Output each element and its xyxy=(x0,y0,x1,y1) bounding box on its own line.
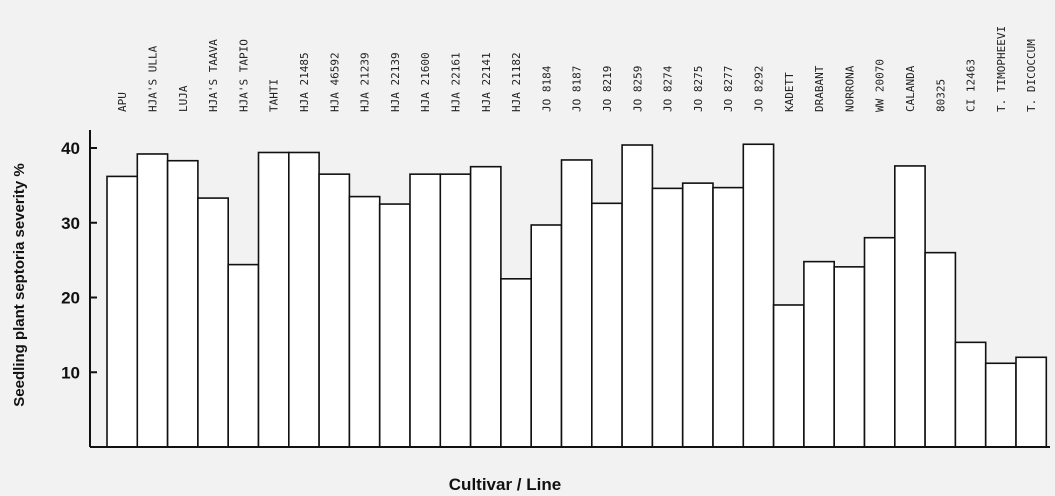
bar xyxy=(893,165,926,448)
category-label: WW 20070 xyxy=(874,59,887,112)
category-label: 80325 xyxy=(934,79,947,112)
bars-group xyxy=(106,143,1048,448)
bar xyxy=(984,362,1017,448)
category-label: HJA 21239 xyxy=(359,52,372,112)
bar xyxy=(954,341,987,448)
bar xyxy=(621,144,654,448)
category-label: HJA'S TAPIO xyxy=(237,39,250,112)
bar xyxy=(560,159,593,448)
category-label: HJA'S TAAVA xyxy=(207,39,220,112)
category-label: JO 8274 xyxy=(662,65,675,112)
category-label: JO 8259 xyxy=(631,66,644,112)
category-label: HJA 22139 xyxy=(389,52,402,112)
y-tick-label: 10 xyxy=(61,363,80,382)
bar xyxy=(227,263,260,448)
bar xyxy=(863,236,896,448)
bar xyxy=(924,251,957,448)
y-tick-label: 30 xyxy=(61,214,80,233)
bar xyxy=(833,266,866,448)
category-label: T. TIMOPHEEVI xyxy=(995,26,1008,112)
bar xyxy=(742,143,775,448)
bar xyxy=(136,153,169,448)
bar xyxy=(409,173,442,448)
bar xyxy=(166,159,199,448)
category-label: KADETT xyxy=(783,72,796,112)
category-label: LUJA xyxy=(177,85,190,112)
category-label: HJA 21182 xyxy=(510,52,523,112)
bar xyxy=(469,165,502,448)
category-label: HJA 22141 xyxy=(480,52,493,112)
bar xyxy=(500,278,532,448)
y-tick-label: 40 xyxy=(61,139,80,158)
category-label: HJA'S ULLA xyxy=(146,45,159,112)
category-label: JO 8184 xyxy=(540,65,553,112)
category-label: NORRONA xyxy=(843,65,856,112)
y-tick-label: 20 xyxy=(61,289,80,308)
bar xyxy=(1015,356,1048,448)
category-label: HJA 46592 xyxy=(328,52,341,112)
bar xyxy=(318,173,351,448)
x-axis-label: Cultivar / Line xyxy=(449,475,561,494)
bar xyxy=(681,182,714,448)
bar xyxy=(106,175,139,448)
category-label: JO 8219 xyxy=(601,66,614,112)
bar xyxy=(803,260,836,448)
category-label: CI 12463 xyxy=(965,59,978,112)
category-label: HJA 21485 xyxy=(298,52,311,112)
bar xyxy=(651,187,684,448)
bar xyxy=(772,304,805,448)
category-label: JO 8292 xyxy=(752,66,765,112)
category-label: DRABANT xyxy=(813,65,826,112)
bar xyxy=(378,203,411,448)
category-label: HJA 22161 xyxy=(449,52,462,112)
y-axis-ticks: 10 20 30 40 xyxy=(61,139,97,382)
category-label: HJA 21600 xyxy=(419,52,432,112)
bar xyxy=(439,173,472,448)
bar xyxy=(197,197,229,448)
category-label: T. DICOCCUM xyxy=(1025,39,1038,112)
category-label: CALANDA xyxy=(904,65,917,112)
bar xyxy=(257,151,290,448)
bar xyxy=(287,151,320,448)
y-axis-label: Seedling plant septoria severity % xyxy=(11,163,28,406)
bar xyxy=(712,186,745,448)
category-label: JO 8277 xyxy=(722,66,735,112)
category-labels: APU HJA'S ULLA LUJA HJA'S TAAVA HJA'S TAPIO T… xyxy=(116,26,1038,112)
bar xyxy=(348,195,381,448)
bar xyxy=(590,202,623,448)
category-label: JO 8275 xyxy=(692,66,705,112)
bar xyxy=(530,224,563,448)
category-label: APU xyxy=(116,92,129,112)
category-label: TAHTI xyxy=(268,79,281,112)
category-label: JO 8187 xyxy=(571,66,584,112)
